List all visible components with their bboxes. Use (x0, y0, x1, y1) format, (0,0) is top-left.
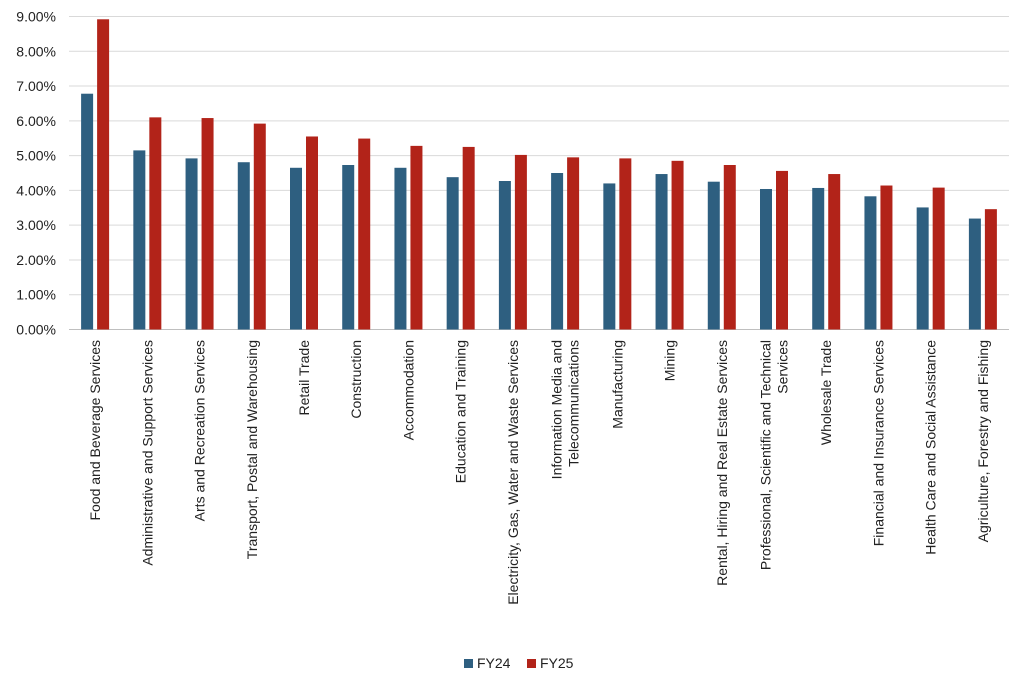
bar-fy25 (776, 170, 788, 330)
gridlines (69, 16, 1009, 330)
x-category-label-line: Administrative and Support Services (139, 340, 155, 566)
x-category-label: Mining (662, 340, 678, 381)
x-category-label: Retail Trade (296, 340, 312, 416)
bars (81, 19, 997, 330)
bar-fy25 (619, 158, 632, 330)
bar-fy24 (760, 188, 772, 330)
x-category-label: Manufacturing (609, 340, 625, 429)
x-category-label-line: Services (775, 340, 791, 394)
legend: FY24 FY25 (464, 655, 574, 671)
y-tick-label: 8.00% (16, 43, 56, 59)
bar-fy24 (864, 196, 877, 330)
y-tick-label: 2.00% (16, 252, 56, 268)
bar-fy24 (655, 174, 668, 330)
x-category-label: Construction (348, 340, 364, 419)
y-tick-label: 3.00% (16, 217, 56, 233)
x-category-label: Information Media and Telecommunications (549, 340, 582, 479)
x-category-label: Agriculture, Forestry and Fishing (975, 340, 991, 542)
x-category-label-line: Wholesale Trade (818, 340, 834, 445)
x-category-label-line: Telecommunications (566, 340, 582, 467)
x-category-label: Professional, Scientific and Technical Se… (758, 340, 791, 570)
legend-swatch-fy25 (527, 659, 536, 668)
bar-fy25 (671, 160, 684, 330)
bar-fy25 (723, 165, 736, 330)
bar-fy25 (880, 185, 893, 330)
x-category-label: Electricity, Gas, Water and Waste Servic… (505, 340, 521, 605)
y-tick-label: 4.00% (16, 182, 56, 198)
x-category-label-line: Rental, Hiring and Real Estate Services (714, 340, 730, 586)
legend-label-fy25: FY25 (540, 655, 574, 671)
y-tick-label: 6.00% (16, 113, 56, 129)
bar-fy24 (707, 181, 720, 330)
x-category-label-line: Agriculture, Forestry and Fishing (975, 340, 991, 542)
bar-fy24 (290, 167, 302, 330)
bar-fy25 (358, 138, 371, 330)
bar-fy25 (97, 19, 110, 330)
legend-swatch-fy24 (464, 659, 473, 668)
x-category-label-line: Accommodation (400, 340, 416, 440)
bar-fy24 (446, 177, 459, 330)
x-category-label-line: Information Media and (549, 340, 565, 479)
bar-fy24 (498, 180, 511, 330)
x-category-label: Transport, Postal and Warehousing (244, 340, 260, 559)
x-category-label-line: Manufacturing (609, 340, 625, 429)
bar-fy24 (916, 207, 929, 330)
bar-fy25 (932, 187, 945, 330)
bar-fy25 (567, 157, 580, 330)
bar-fy25 (410, 145, 423, 330)
bar-fy24 (812, 187, 825, 330)
bar-fy25 (149, 117, 162, 330)
x-category-label: Arts and Recreation Services (192, 340, 208, 521)
x-category-label-line: Mining (662, 340, 678, 381)
bar-fy25 (201, 118, 214, 330)
bar-fy24 (133, 150, 146, 330)
x-category-label-line: Professional, Scientific and Technical (758, 340, 774, 570)
y-axis-tick-labels: 0.00% 1.00% 2.00% 3.00% 4.00% 5.00% 6.00% 7.00%… (16, 9, 56, 338)
bar-fy25 (984, 209, 997, 330)
bar-fy25 (253, 123, 266, 330)
bar-fy24 (237, 162, 250, 330)
bar-fy24 (551, 173, 564, 330)
x-category-label-line: Arts and Recreation Services (192, 340, 208, 521)
x-category-label-line: Electricity, Gas, Water and Waste Servic… (505, 340, 521, 605)
y-tick-label: 7.00% (16, 78, 56, 94)
x-category-label: Wholesale Trade (818, 340, 834, 445)
x-category-label: Accommodation (400, 340, 416, 440)
x-category-label: Health Care and Social Assistance (923, 340, 939, 555)
legend-label-fy24: FY24 (477, 655, 511, 671)
x-category-label: Food and Beverage Services (87, 340, 103, 521)
x-category-label: Education and Training (453, 340, 469, 483)
bar-fy24 (394, 167, 407, 330)
x-category-label-line: Health Care and Social Assistance (923, 340, 939, 555)
x-category-label-line: Transport, Postal and Warehousing (244, 340, 260, 559)
bar-fy24 (342, 165, 355, 330)
bar-fy24 (603, 183, 616, 330)
bar-fy24 (81, 93, 94, 330)
y-tick-label: 9.00% (16, 9, 56, 25)
x-category-label-line: Food and Beverage Services (87, 340, 103, 521)
bar-fy25 (462, 146, 475, 330)
bar-fy25 (828, 174, 841, 330)
x-category-label: Rental, Hiring and Real Estate Services (714, 340, 730, 586)
x-category-label-line: Construction (348, 340, 364, 419)
bar-fy25 (306, 136, 318, 330)
bar-fy24 (185, 158, 198, 330)
x-category-label-line: Education and Training (453, 340, 469, 483)
y-tick-label: 5.00% (16, 148, 56, 164)
y-tick-label: 1.00% (16, 287, 56, 303)
x-category-label: Administrative and Support Services (139, 340, 155, 566)
y-tick-label: 0.00% (16, 322, 56, 338)
bar-fy25 (514, 154, 527, 330)
bar-fy24 (968, 218, 981, 330)
x-category-label-line: Financial and Insurance Services (870, 340, 886, 546)
x-axis-category-labels: Food and Beverage Services Administrative… (87, 340, 991, 605)
x-category-label-line: Retail Trade (296, 340, 312, 416)
x-category-label: Financial and Insurance Services (870, 340, 886, 546)
